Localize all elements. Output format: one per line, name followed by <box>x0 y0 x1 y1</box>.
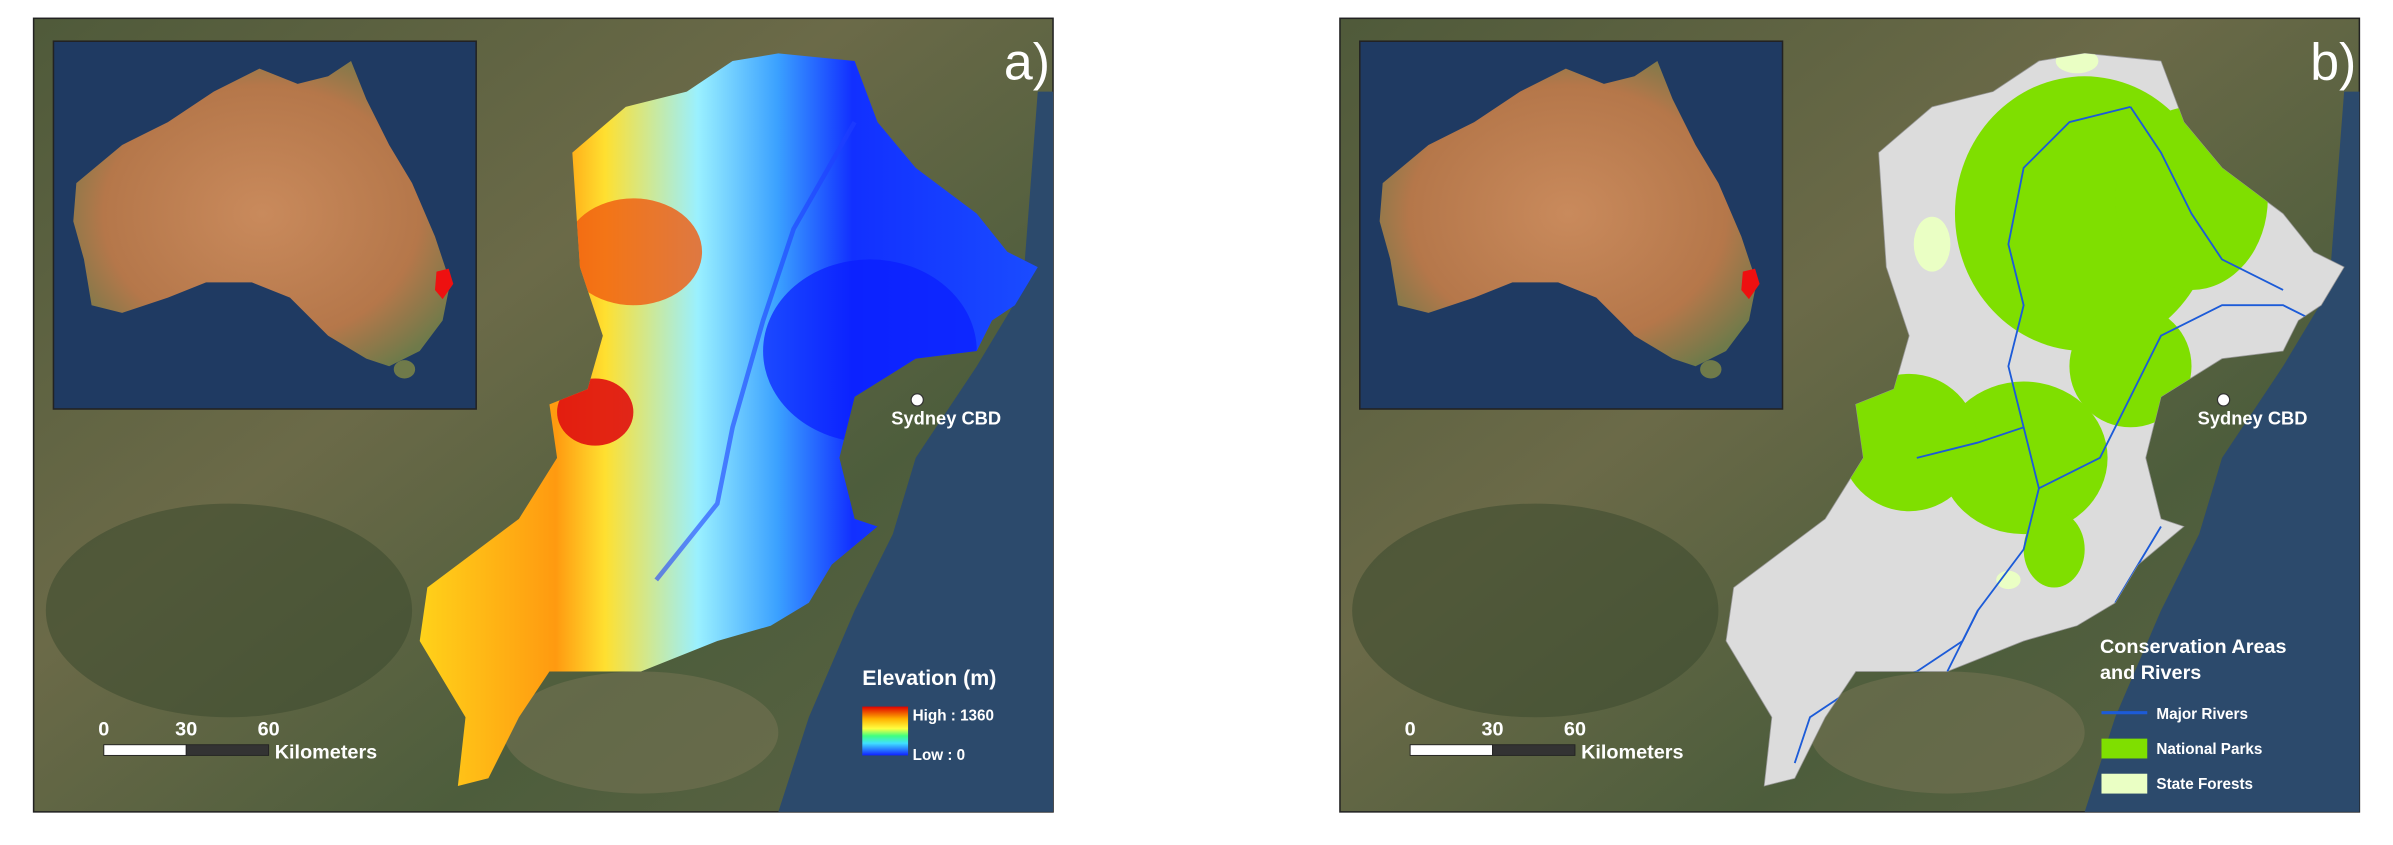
high-ground <box>564 198 703 306</box>
australia <box>73 61 451 367</box>
legend-title: Conservation Areas <box>2100 636 2287 658</box>
australia <box>1379 61 1757 367</box>
scale-tick-label: 0 <box>98 719 109 741</box>
scale-tick-label: 30 <box>175 719 197 741</box>
city-label: Sydney CBD <box>2198 407 2308 428</box>
terrain <box>503 671 779 794</box>
river <box>2038 304 2315 490</box>
state-forest <box>1913 216 1951 272</box>
scale-bar <box>185 744 270 756</box>
panel-label: b) <box>2310 32 2356 90</box>
terrain <box>1809 671 2085 794</box>
legend-item: Major Rivers <box>2156 706 2248 723</box>
river <box>2129 106 2284 291</box>
terrain <box>1352 503 1719 718</box>
scale-unit: Kilometers <box>275 741 377 763</box>
state-forest <box>1996 570 2021 590</box>
city-marker <box>910 393 924 407</box>
valley <box>654 120 857 582</box>
high-ground <box>557 378 634 446</box>
study-area-marker <box>434 268 454 300</box>
legend-ramp <box>862 706 909 756</box>
scale-tick-label: 30 <box>1482 719 1504 741</box>
terrain <box>45 503 413 718</box>
legend-item: State Forests <box>2156 776 2253 793</box>
river <box>1916 426 2024 459</box>
ocean <box>2084 91 2360 812</box>
scale-bar <box>1409 744 1494 756</box>
national-park <box>1840 373 1978 512</box>
city-marker <box>2216 393 2231 407</box>
legend-item: National Parks <box>2156 741 2262 758</box>
scale-tick-label: 60 <box>1564 719 1586 741</box>
legend-title: and Rivers <box>2100 662 2201 684</box>
city-label: Sydney CBD <box>891 407 1001 428</box>
river <box>1946 105 2131 672</box>
study-area-marker <box>1741 268 1760 300</box>
scale-bar <box>1492 744 1576 756</box>
catchment <box>419 53 1038 786</box>
legend-low: Low : 0 <box>913 747 966 764</box>
tasmania <box>393 360 416 379</box>
parks <box>1793 53 2315 764</box>
scale-tick-label: 0 <box>1405 719 1416 741</box>
scale-tick-label: 60 <box>258 719 280 741</box>
panel-label: a) <box>1004 32 1050 90</box>
national-park <box>1939 381 2108 535</box>
national-park <box>2023 511 2085 588</box>
legend-title: Elevation (m) <box>862 666 996 690</box>
legend-swatch <box>2101 773 2148 794</box>
scale-bar <box>103 744 187 756</box>
legend-high: High : 1360 <box>913 707 994 724</box>
scale-unit: Kilometers <box>1581 741 1683 763</box>
legend-swatch <box>2101 738 2148 759</box>
ocean <box>778 91 1054 812</box>
tasmania <box>1700 360 1722 379</box>
